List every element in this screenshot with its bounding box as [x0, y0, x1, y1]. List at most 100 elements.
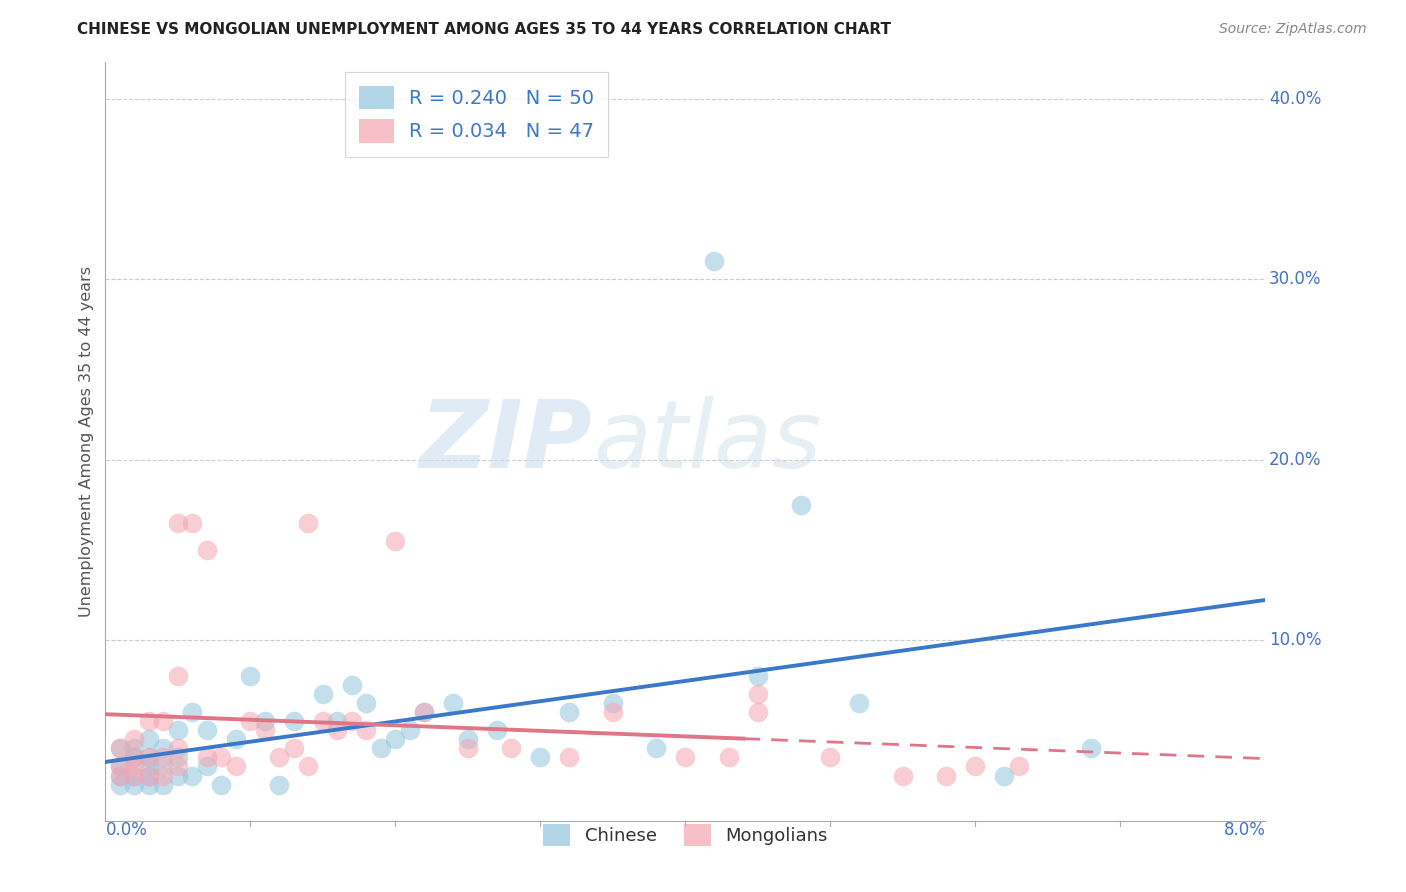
- Point: [152, 714, 174, 729]
- Point: [138, 750, 160, 764]
- Point: [384, 533, 406, 548]
- Point: [269, 778, 291, 792]
- Point: [501, 741, 523, 756]
- Point: [253, 723, 276, 738]
- Point: [138, 778, 160, 792]
- Y-axis label: Unemployment Among Ages 35 to 44 years: Unemployment Among Ages 35 to 44 years: [79, 266, 94, 617]
- Point: [138, 714, 160, 729]
- Point: [747, 706, 769, 720]
- Point: [108, 768, 131, 782]
- Text: CHINESE VS MONGOLIAN UNEMPLOYMENT AMONG AGES 35 TO 44 YEARS CORRELATION CHART: CHINESE VS MONGOLIAN UNEMPLOYMENT AMONG …: [77, 22, 891, 37]
- Point: [167, 741, 190, 756]
- Point: [124, 759, 146, 773]
- Point: [108, 741, 131, 756]
- Point: [891, 768, 914, 782]
- Point: [326, 723, 349, 738]
- Point: [195, 759, 218, 773]
- Point: [239, 714, 262, 729]
- Point: [167, 768, 190, 782]
- Point: [152, 741, 174, 756]
- Point: [747, 687, 769, 701]
- Point: [356, 696, 378, 710]
- Point: [790, 498, 813, 512]
- Point: [340, 714, 363, 729]
- Point: [312, 687, 335, 701]
- Text: 10.0%: 10.0%: [1268, 632, 1322, 649]
- Point: [124, 750, 146, 764]
- Point: [993, 768, 1015, 782]
- Point: [167, 669, 190, 683]
- Point: [108, 768, 131, 782]
- Point: [965, 759, 987, 773]
- Point: [124, 732, 146, 747]
- Point: [138, 750, 160, 764]
- Point: [558, 706, 581, 720]
- Point: [167, 750, 190, 764]
- Point: [1008, 759, 1031, 773]
- Text: 40.0%: 40.0%: [1268, 89, 1322, 108]
- Point: [413, 706, 436, 720]
- Point: [181, 706, 204, 720]
- Point: [108, 741, 131, 756]
- Point: [167, 723, 190, 738]
- Point: [138, 732, 160, 747]
- Text: 20.0%: 20.0%: [1268, 450, 1322, 468]
- Point: [747, 669, 769, 683]
- Point: [413, 706, 436, 720]
- Point: [167, 516, 190, 530]
- Point: [152, 750, 174, 764]
- Point: [717, 750, 740, 764]
- Point: [181, 516, 204, 530]
- Point: [297, 759, 319, 773]
- Point: [152, 768, 174, 782]
- Point: [297, 516, 319, 530]
- Point: [356, 723, 378, 738]
- Point: [312, 714, 335, 729]
- Point: [195, 723, 218, 738]
- Point: [167, 759, 190, 773]
- Point: [675, 750, 697, 764]
- Point: [340, 678, 363, 692]
- Point: [441, 696, 464, 710]
- Text: 8.0%: 8.0%: [1223, 821, 1265, 838]
- Point: [124, 768, 146, 782]
- Point: [225, 732, 247, 747]
- Point: [283, 741, 305, 756]
- Text: atlas: atlas: [593, 396, 821, 487]
- Point: [399, 723, 422, 738]
- Point: [108, 778, 131, 792]
- Point: [820, 750, 842, 764]
- Point: [457, 732, 479, 747]
- Point: [703, 254, 725, 268]
- Point: [935, 768, 957, 782]
- Point: [269, 750, 291, 764]
- Point: [848, 696, 870, 710]
- Point: [283, 714, 305, 729]
- Point: [138, 768, 160, 782]
- Point: [558, 750, 581, 764]
- Text: 30.0%: 30.0%: [1268, 270, 1322, 288]
- Point: [195, 750, 218, 764]
- Point: [138, 768, 160, 782]
- Point: [124, 768, 146, 782]
- Point: [124, 750, 146, 764]
- Point: [239, 669, 262, 683]
- Point: [225, 759, 247, 773]
- Point: [211, 750, 233, 764]
- Point: [152, 759, 174, 773]
- Point: [108, 759, 131, 773]
- Text: ZIP: ZIP: [420, 395, 593, 488]
- Point: [253, 714, 276, 729]
- Text: 0.0%: 0.0%: [105, 821, 148, 838]
- Point: [457, 741, 479, 756]
- Legend: Chinese, Mongolians: Chinese, Mongolians: [536, 817, 835, 854]
- Point: [108, 759, 131, 773]
- Point: [138, 759, 160, 773]
- Point: [211, 778, 233, 792]
- Text: Source: ZipAtlas.com: Source: ZipAtlas.com: [1219, 22, 1367, 37]
- Point: [181, 768, 204, 782]
- Point: [326, 714, 349, 729]
- Point: [195, 542, 218, 557]
- Point: [529, 750, 551, 764]
- Point: [370, 741, 392, 756]
